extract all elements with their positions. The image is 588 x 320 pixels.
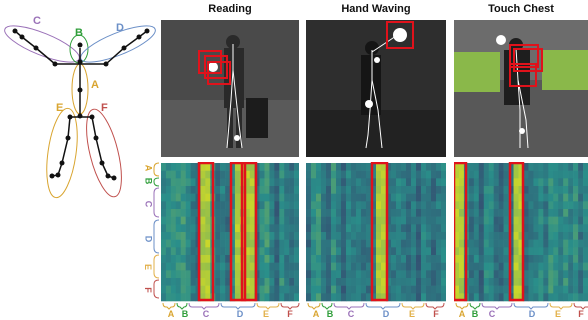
x-label-c-3: C [488,309,496,319]
photo-reading [161,20,299,157]
heatmap-touch-chest [454,162,588,302]
panel-title-touch-chest: Touch Chest [488,3,554,15]
group-e-ellipse [46,107,78,199]
y-label-d: D [143,235,154,243]
x-label-d-2: D [382,309,390,319]
panel-title-hand-waving: Hand Waving [341,3,411,15]
skeleton-label-b: B [75,27,83,39]
x-label-e-1: E [262,309,269,319]
skeleton-diagram [4,25,156,199]
skeleton-label-e: E [56,102,64,114]
heatmap-hand-waving [306,162,446,302]
x-label-f-1: F [287,309,293,319]
x-label-e-2: E [408,309,415,319]
x-label-a-1: A [167,309,175,319]
photo-touch-chest [454,20,588,157]
photo-hand-waving [306,20,446,157]
skeleton-label-f: F [101,102,108,114]
x-axis-braces [162,302,588,310]
x-label-b-3: B [471,309,479,319]
group-f-ellipse [86,108,122,198]
x-label-f-2: F [433,309,439,319]
y-label-f: F [142,287,153,293]
x-label-b-2: B [326,309,334,319]
x-label-d-3: D [528,309,536,319]
y-axis-braces [153,162,160,299]
skeleton-label-a: A [91,79,99,91]
x-label-c-2: C [347,309,355,319]
x-label-f-3: F [578,309,584,319]
x-label-b-1: B [181,309,189,319]
skeleton-label-c: C [33,15,41,27]
skeleton-label-d: D [116,22,124,34]
panel-title-reading: Reading [208,3,252,15]
y-label-e: E [143,263,154,271]
y-label-a: A [143,164,154,172]
x-label-e-3: E [554,309,561,319]
group-c-ellipse [4,25,80,63]
group-d-ellipse [80,25,156,63]
skeleton-joints [12,28,150,181]
x-label-c-1: C [202,309,210,319]
y-label-c: C [143,200,154,208]
x-label-d-1: D [236,309,244,319]
x-label-a-3: A [458,309,466,319]
x-label-a-2: A [312,309,320,319]
heatmap-reading [161,162,299,302]
y-label-b: B [143,177,154,185]
